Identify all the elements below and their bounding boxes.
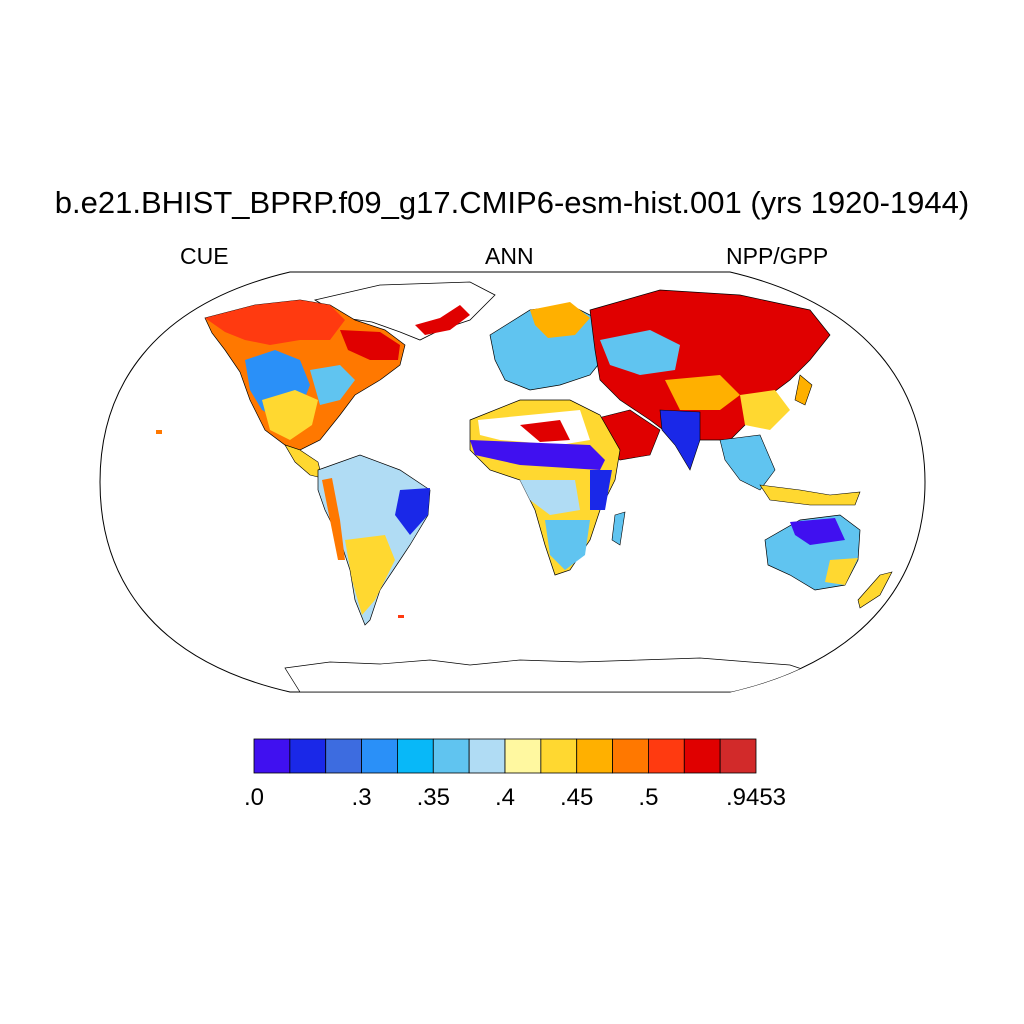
colorbar-swatch — [648, 738, 685, 774]
east-asia — [740, 390, 790, 430]
north-america-north — [205, 300, 345, 345]
colorbar-tick-label: .4 — [494, 784, 516, 811]
southeast-asia — [719, 434, 776, 491]
indonesia — [759, 484, 861, 506]
colorbar-swatch — [432, 738, 470, 774]
east-africa — [590, 470, 612, 510]
colorbar-swatch — [289, 738, 327, 774]
central-asia — [600, 330, 680, 375]
colorbar-swatch — [719, 738, 757, 774]
colorbar-tick-label: .5 — [638, 784, 659, 811]
colorbar-swatch — [612, 738, 649, 774]
colorbar-tick-label: .3 — [351, 784, 372, 811]
scandinavia — [530, 302, 590, 338]
colorbar-tick-label: .45 — [560, 784, 594, 811]
australia-southeast — [825, 558, 858, 585]
central-africa — [520, 480, 580, 515]
new-zealand — [857, 571, 893, 609]
sahel-band — [470, 440, 605, 470]
north-america-great-plains — [262, 390, 318, 440]
australia-north — [790, 518, 845, 545]
japan — [794, 374, 813, 406]
colorbar-swatch — [540, 738, 578, 774]
colorbar-swatch — [576, 738, 613, 774]
sahara-patches — [520, 420, 570, 442]
tibet-region — [665, 375, 740, 410]
variable-label: CUE — [180, 243, 229, 269]
madagascar — [611, 511, 626, 546]
south-america-east — [395, 488, 430, 535]
colorbar-tick-label: .0 — [243, 784, 265, 811]
colorbar-swatch — [468, 738, 506, 774]
southern-africa — [545, 520, 590, 570]
greenland-edge — [415, 305, 470, 335]
colorbar-swatch — [683, 738, 721, 774]
south-america-south — [345, 535, 395, 615]
colorbar-swatch — [325, 738, 362, 774]
colorbar-swatch — [504, 738, 542, 774]
season-label: ANN — [485, 243, 534, 269]
hudson-region — [340, 330, 400, 360]
ratio-label: NPP/GPP — [726, 243, 829, 269]
south-america-andes — [322, 478, 345, 560]
north-america-east — [310, 365, 355, 405]
plot-title: b.e21.BHIST_BPRP.f09_g17.CMIP6-esm-hist.… — [54, 185, 970, 220]
colorbar-tick-label: .35 — [416, 784, 450, 811]
colorbar-swatch — [253, 738, 291, 774]
colorbar-swatch — [361, 738, 398, 774]
india — [659, 409, 701, 471]
hawaii — [156, 430, 162, 434]
falklands — [398, 615, 404, 618]
colorbar-tick-label: .9453 — [725, 784, 787, 811]
colorbar-swatch — [397, 738, 434, 774]
